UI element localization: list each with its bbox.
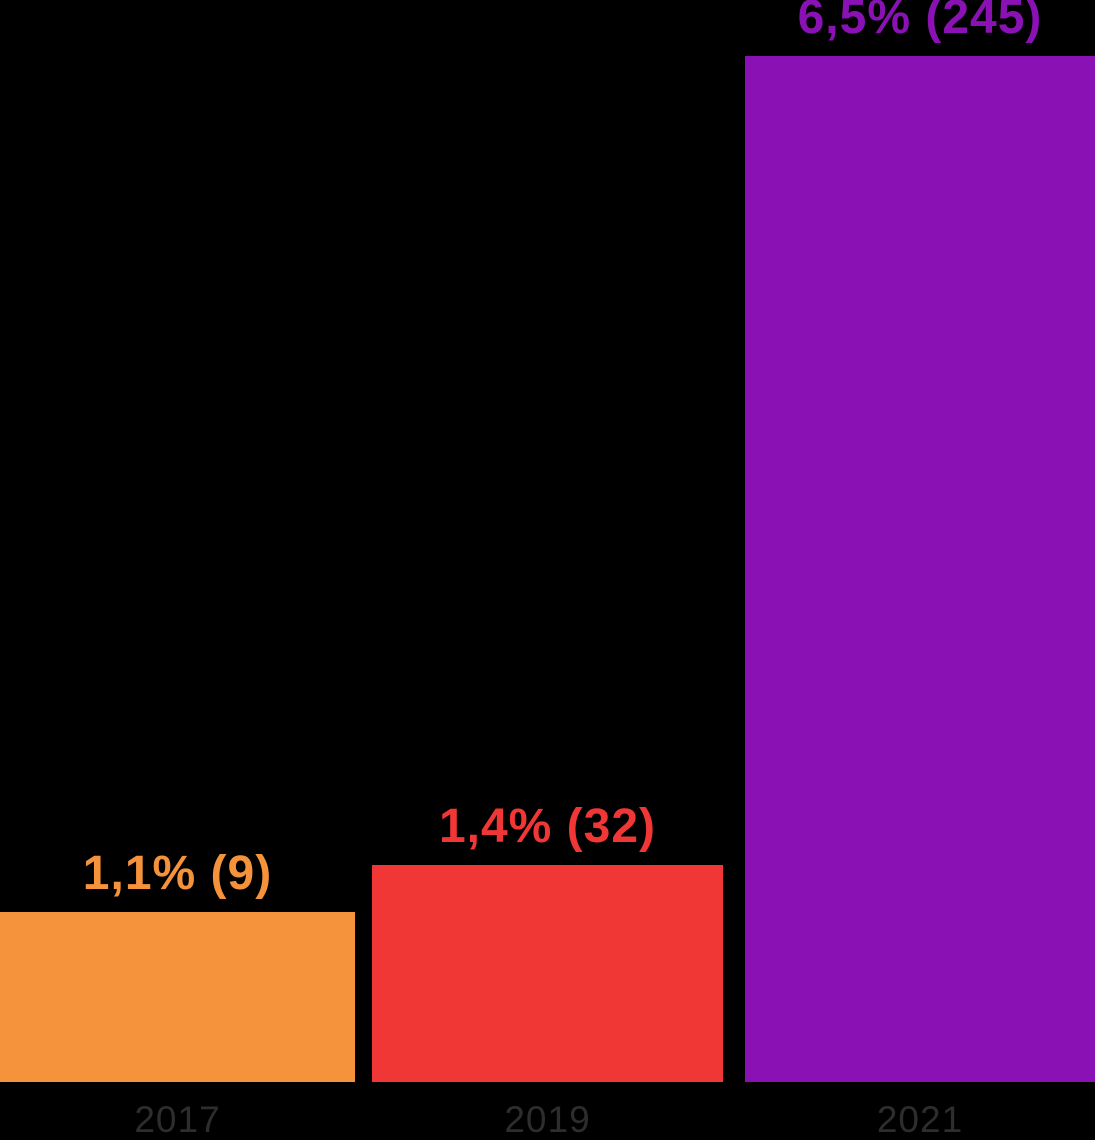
bar-2017 [0, 912, 355, 1082]
x-axis-tick-2021: 2021 [876, 1099, 964, 1140]
bar-value-label-2017: 1,1% (9) [82, 847, 273, 900]
bar-group-2017: 1,1% (9) 2017 [0, 0, 355, 1140]
bar-group-2021: 6,5% (245) 2021 [745, 0, 1095, 1140]
x-axis-tick-2019: 2019 [504, 1099, 591, 1140]
bar-2021 [745, 56, 1095, 1082]
bar-2019 [372, 865, 723, 1082]
x-axis-tick-2017: 2017 [134, 1099, 221, 1140]
bar-group-2019: 1,4% (32) 2019 [372, 0, 723, 1140]
bar-value-label-2021: 6,5% (245) [797, 0, 1043, 44]
bar-value-label-2019: 1,4% (32) [438, 800, 657, 853]
